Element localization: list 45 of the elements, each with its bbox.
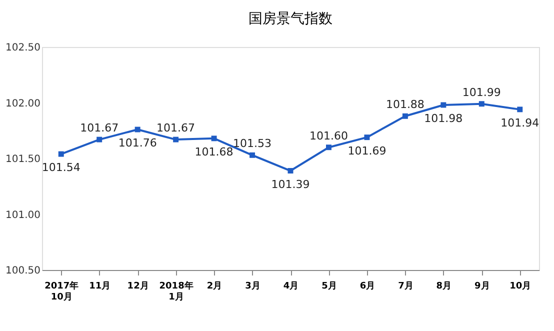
text: 101.67: [80, 122, 119, 135]
text: 101.53: [233, 137, 272, 150]
point: [288, 168, 294, 174]
point: [326, 144, 332, 150]
text: 101.39: [271, 178, 310, 191]
point: [250, 152, 256, 158]
point: [478, 101, 484, 107]
y-tick-label: 101.00: [6, 210, 40, 221]
text: 101.98: [424, 112, 463, 125]
y-tick-label: 102.00: [6, 98, 40, 110]
x-tick-label: 5月: [322, 280, 337, 292]
x-tick-label: 8月: [436, 280, 452, 292]
x-tick-label: 9月: [474, 280, 490, 292]
text: 101.94: [500, 116, 540, 130]
text: 101.99: [462, 86, 501, 99]
text: 101.76: [118, 136, 157, 150]
x-tick-label: 11月: [89, 280, 111, 292]
point: [96, 136, 102, 142]
y-tick-label: 100.50: [6, 266, 40, 276]
x-tick-label: 4月: [283, 280, 299, 292]
y-tick-label: 101.50: [6, 154, 40, 165]
point: [211, 136, 217, 142]
x-tick-label: 3月: [245, 280, 260, 292]
text: 101.68: [194, 145, 234, 158]
text: 101.69: [348, 144, 386, 158]
x-tick-label: 12月: [127, 280, 149, 292]
point: [402, 113, 408, 119]
point: [173, 136, 179, 142]
x-tick-label: 2月: [206, 280, 222, 292]
chart-title: 国房景气指数: [248, 11, 332, 27]
text: 101.60: [309, 129, 348, 142]
point: [517, 106, 523, 112]
x-tick-label: 6月: [360, 280, 376, 292]
x-tick-label: 2017年 10月: [44, 280, 79, 302]
point: [58, 151, 64, 157]
x-tick-label: 10月: [510, 280, 532, 292]
text: 101.67: [156, 122, 196, 135]
text: 101.88: [386, 98, 424, 112]
text: 101.54: [42, 161, 80, 174]
y-tick-label: 102.50: [6, 42, 40, 54]
point: [364, 134, 370, 140]
point: [440, 102, 446, 108]
x-tick-label: 7月: [398, 280, 414, 292]
x-tick-label: 2018年 1月: [159, 280, 194, 302]
point: [134, 126, 140, 132]
